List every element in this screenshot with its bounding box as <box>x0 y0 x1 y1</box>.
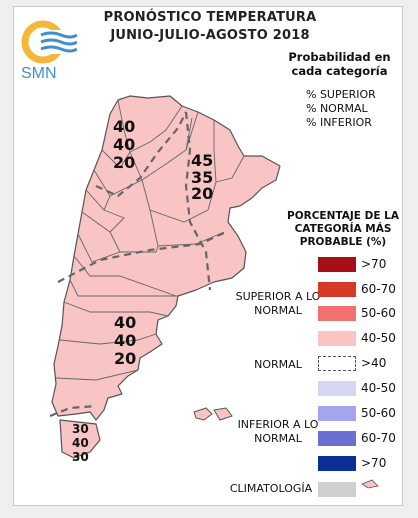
label-inferior-70: >70 <box>361 456 387 470</box>
label-superior-60-70: 60-70 <box>361 282 396 296</box>
noroeste-superior: 40 <box>113 117 135 136</box>
swatch-inferior-60-70 <box>318 431 356 446</box>
group-inferior-label: INFERIOR A LO NORMAL <box>237 418 319 445</box>
tdf-superior: 30 <box>72 422 89 436</box>
noroeste-inferior: 20 <box>113 153 135 172</box>
swatch-normal-40 <box>318 356 356 371</box>
swatch-inferior-70 <box>318 456 356 471</box>
litoral-normal: 35 <box>191 168 213 187</box>
tdf-inferior: 30 <box>72 450 89 464</box>
map-title-line2: JUNIO-JULIO-AGOSTO 2018 <box>110 28 310 43</box>
province-lines <box>55 99 245 381</box>
swatch-climatologia <box>318 482 356 497</box>
swatch-superior-70 <box>318 257 356 272</box>
pct-normal-label: % NORMAL <box>306 102 368 115</box>
tierra-del-fuego <box>59 419 101 459</box>
patagonia-superior: 40 <box>114 313 136 332</box>
map-title-line1: PRONÓSTICO TEMPERATURA <box>103 10 317 25</box>
scale-title: PORCENTAJE DE LA CATEGORÍA MÁS PROBABLE … <box>287 210 399 248</box>
region-litoral-values: 45 35 20 <box>191 151 213 203</box>
swatch-inferior-40-50 <box>318 381 356 396</box>
noroeste-normal: 40 <box>113 135 135 154</box>
tdf-normal: 40 <box>72 436 89 450</box>
label-superior-50-60: 50-60 <box>361 306 396 320</box>
patagonia-normal: 40 <box>114 331 136 350</box>
region-noroeste-values: 40 40 20 <box>113 117 135 172</box>
litoral-superior: 45 <box>191 151 213 170</box>
label-superior-40-50: 40-50 <box>361 331 396 345</box>
pct-inferior-label: % INFERIOR <box>306 116 372 129</box>
swatch-superior-60-70 <box>318 282 356 297</box>
group-superior-label: SUPERIOR A LO NORMAL <box>235 290 321 317</box>
smn-logo: SMN <box>17 20 78 82</box>
group-climatologia-label: CLIMATOLOGÍA <box>229 482 313 495</box>
region-patagonia-values: 40 40 20 <box>114 313 136 368</box>
map-land <box>51 95 281 459</box>
region-tierra-del-fuego-values: 30 40 30 <box>72 422 89 464</box>
logo-text: SMN <box>21 65 57 82</box>
smn-logo-icon: SMN <box>21 20 78 82</box>
region-boundaries <box>49 111 227 418</box>
label-inferior-50-60: 50-60 <box>361 406 396 420</box>
label-inferior-40-50: 40-50 <box>361 381 396 395</box>
litoral-inferior: 20 <box>191 184 213 203</box>
swatch-superior-40-50 <box>318 331 356 346</box>
group-normal-label: NORMAL <box>254 358 302 371</box>
patagonia-inferior: 20 <box>114 349 136 368</box>
pct-superior-label: % SUPERIOR <box>306 88 376 101</box>
label-normal-40: >40 <box>361 356 387 370</box>
mainland-outline <box>51 95 281 421</box>
malvinas-islands <box>193 407 233 421</box>
label-inferior-60-70: 60-70 <box>361 431 396 445</box>
swatch-superior-50-60 <box>318 306 356 321</box>
swatch-inferior-50-60 <box>318 406 356 421</box>
label-superior-70: >70 <box>361 257 387 271</box>
legend-header: Probabilidad en cada categoría <box>288 50 391 78</box>
south-islands <box>361 479 379 489</box>
